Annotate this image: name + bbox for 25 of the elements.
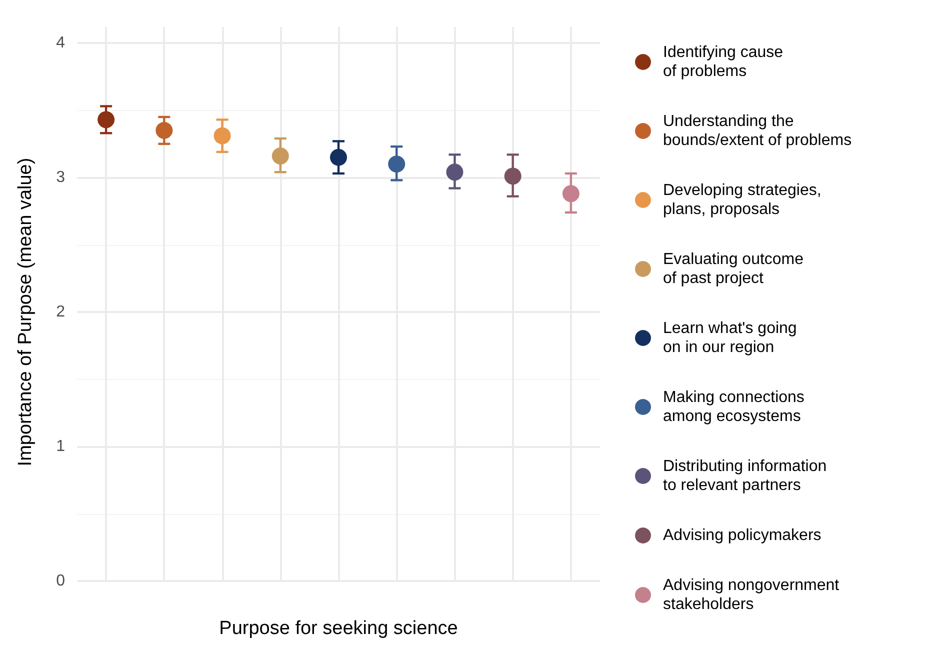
y-tick-label: 1 (56, 438, 66, 455)
point (504, 168, 522, 185)
y-tick-label: 0 (56, 572, 66, 590)
y-axis-title: Importance of Purpose (mean value) (15, 158, 36, 466)
point (214, 127, 231, 144)
point (446, 164, 464, 181)
legend-label: Understanding the bounds/extent of problems (663, 113, 852, 149)
legend-label: Advising policymakers (663, 527, 822, 544)
x-axis-title: Purpose for seeking science (219, 618, 458, 639)
y-tick-label: 3 (56, 169, 66, 186)
point (156, 122, 173, 139)
point (562, 185, 580, 202)
legend-label: Evaluating outcome of past project (663, 251, 804, 287)
point (98, 111, 115, 128)
y-tick-label: 4 (56, 34, 66, 52)
legend-label: Distributing information to relevant partners (663, 458, 827, 494)
legend-label: Making connections among ecosystems (663, 389, 804, 425)
legend-label: Learn what's going on in our region (663, 320, 797, 356)
point (272, 147, 289, 164)
point (330, 148, 347, 166)
y-tick-label: 2 (56, 304, 66, 320)
legend-label: Advising nongovernment stakeholders (663, 577, 840, 613)
legend-label: Identifying cause of problems (663, 44, 784, 80)
point (388, 156, 406, 173)
legend-label: Developing strategies, plans, proposals (663, 182, 822, 218)
